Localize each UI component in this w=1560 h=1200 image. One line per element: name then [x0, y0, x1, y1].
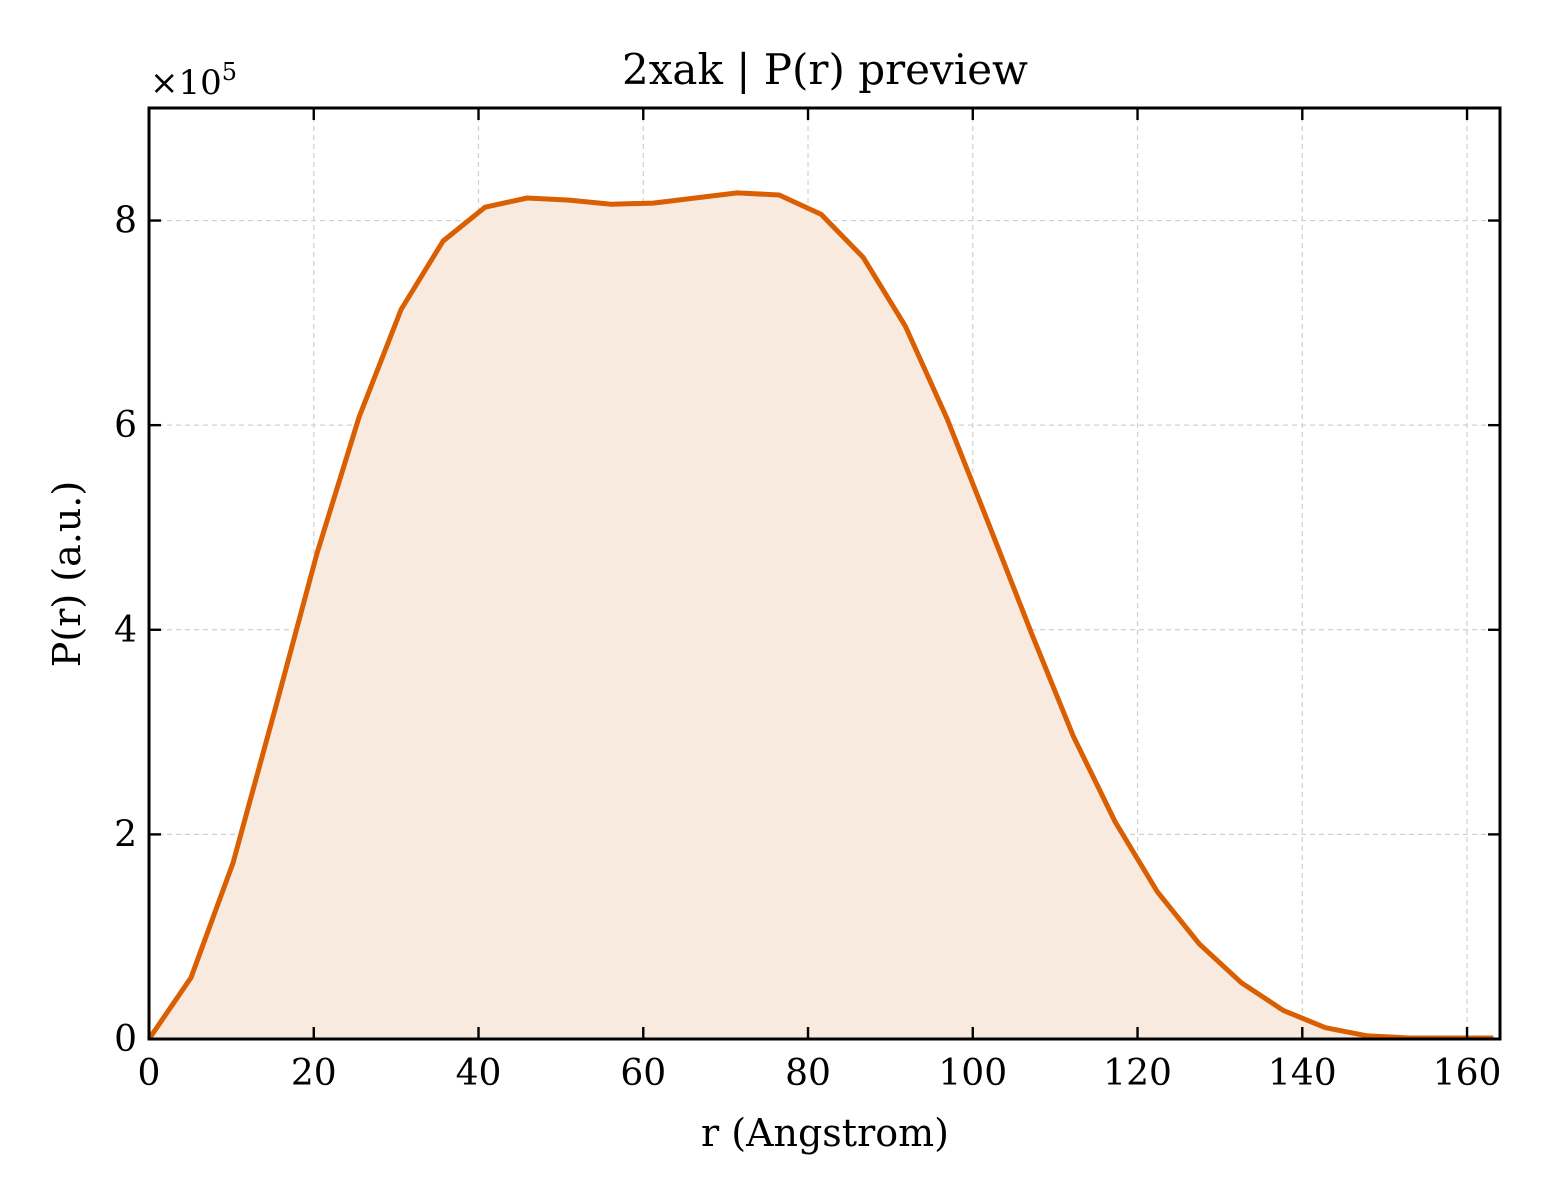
y-multiplier-base: ×10	[150, 63, 222, 103]
pr-series-line	[146, 190, 1494, 1041]
y-tick-label: 0	[114, 1019, 137, 1060]
y-tick-label: 2	[114, 814, 137, 855]
x-tick-label: 160	[1433, 1053, 1502, 1094]
x-axis-label: r (Angstrom)	[701, 1111, 949, 1155]
y-tick-label: 6	[114, 405, 137, 446]
chart-title: 2xak | P(r) preview	[622, 45, 1028, 94]
x-tick-label: 40	[456, 1053, 502, 1094]
x-tick-label: 140	[1268, 1053, 1337, 1094]
x-tick-label: 80	[785, 1053, 831, 1094]
x-tick-label: 120	[1103, 1053, 1172, 1094]
y-multiplier-exponent: 5	[222, 58, 237, 86]
y-axis-label: P(r) (a.u.)	[45, 481, 89, 667]
y-tick-label: 4	[114, 610, 137, 651]
x-tick-label: 20	[291, 1053, 337, 1094]
y-axis-multiplier: ×105	[150, 58, 237, 103]
pr-area-fill	[149, 192, 1494, 1039]
plot-frame	[147, 106, 1502, 1041]
x-tick-label: 60	[620, 1053, 666, 1094]
x-tick-label: 100	[938, 1053, 1007, 1094]
tick-layer: 0 20 40 60 80 100 120 140 160 0 2 4 6 8	[114, 108, 1501, 1094]
y-tick-label: 8	[114, 201, 137, 242]
x-tick-label: 0	[138, 1053, 161, 1094]
